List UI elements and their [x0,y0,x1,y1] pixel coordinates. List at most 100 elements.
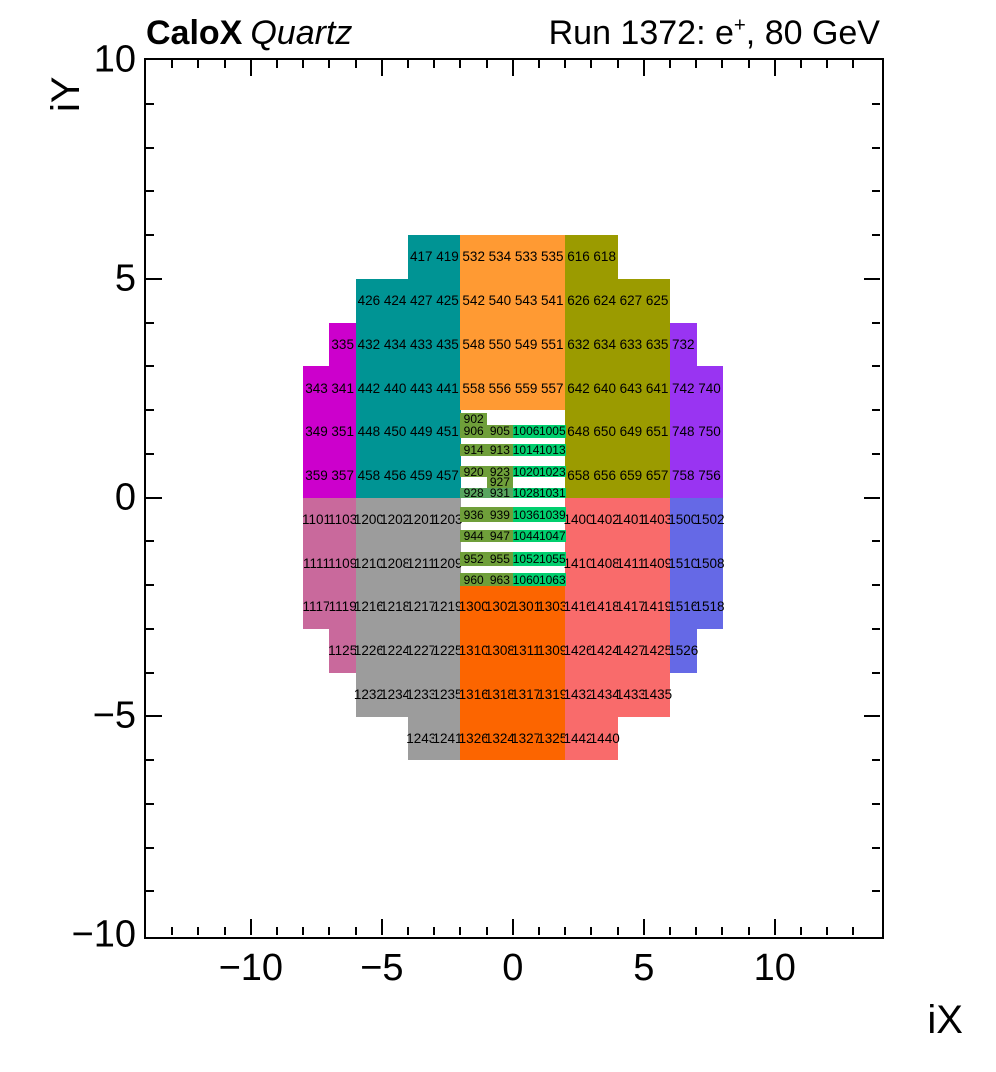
axis-tick [302,927,305,935]
calo-cell: 624 [591,278,618,323]
axis-tick [146,190,154,193]
calo-cell: 1117 [302,585,331,630]
calo-cell: 1101 [302,497,331,542]
calo-cell: 1219 [432,585,463,630]
calo-cell: 1419 [642,585,672,630]
calo-cell: 1125 [328,628,357,673]
axis-tick [407,60,409,68]
calo-cell: 1203 [432,497,463,542]
axis-tick [616,927,619,935]
calo-cell: 448 [355,410,383,455]
calo-cell: 549 [512,322,540,367]
calo-cell-fine: 1036 [512,507,540,523]
y-tick-label: 10 [93,38,136,81]
calo-cell: 458 [355,453,383,498]
calo-cell: 351 [329,410,356,455]
calo-cell: 457 [434,453,461,498]
calo-cell: 1208 [380,541,410,586]
axis-tick [146,540,154,543]
calo-cell: 1440 [590,716,620,761]
calo-cell-fine: 960 [460,573,487,587]
axis-tick [863,715,880,718]
calo-cell: 1241 [432,716,463,761]
calo-cell: 1418 [590,585,620,630]
calo-cell: 341 [329,366,356,411]
calo-cell: 1243 [406,716,436,761]
y-axis-title: iY [44,76,88,112]
calo-cell-fine: 913 [486,443,514,456]
calo-cell: 1325 [537,716,567,761]
axis-tick [146,409,154,411]
calo-cell: 758 [670,453,697,498]
calo-cell-fine: 902 [460,412,487,426]
calo-cell: 424 [381,278,409,323]
axis-tick [871,102,880,105]
calo-cell-fine: 927 [486,476,514,488]
x-tick-label: −5 [360,947,404,989]
calo-cell: 1508 [694,541,725,586]
calo-cell: 1417 [616,585,646,630]
calo-cell: 1410 [563,541,594,586]
calo-cell: 1216 [354,585,384,630]
axis-tick [223,927,226,935]
calo-cell: 635 [643,322,671,367]
calo-cell: 1425 [642,628,672,673]
x-tick-label: −10 [218,947,284,989]
calo-cell: 658 [565,453,592,498]
axis-tick [590,927,593,935]
axis-tick [146,759,154,761]
calo-cell: 1408 [590,541,620,586]
calo-cell: 1316 [459,672,489,717]
calo-cell: 649 [617,410,645,455]
calo-cell-fine: 1063 [538,572,566,587]
calo-cell: 1217 [406,585,436,630]
calo-cell: 1235 [432,672,463,717]
calo-cell: 540 [486,278,514,323]
axis-tick [459,927,462,935]
axis-tick [747,927,750,935]
calo-cell: 1433 [616,672,646,717]
experiment-name: CaloX [146,14,243,52]
calo-cell-fine: 955 [486,552,514,566]
calo-cell: 1432 [563,672,594,717]
axis-tick [146,890,154,893]
axis-tick [826,927,829,935]
axis-tick [564,927,567,935]
calo-cell: 541 [539,278,566,323]
axis-tick [871,452,880,455]
calo-cell: 335 [329,322,356,367]
axis-tick [852,60,855,68]
axis-tick [197,60,200,68]
calo-cell-fine: 1060 [512,572,540,587]
calo-cell-fine: 920 [460,465,487,477]
axis-tick [276,60,278,68]
calo-cell: 442 [355,366,383,411]
calo-cell: 1403 [642,497,672,542]
experiment-title: CaloX Quartz [146,14,352,53]
axis-tick [146,715,162,718]
calo-cell-fine: 905 [486,424,514,438]
calo-cell: 1210 [354,541,384,586]
calo-cell: 558 [460,366,487,411]
calo-cell: 742 [670,366,697,411]
axis-tick [328,60,331,68]
calo-cell: 550 [486,322,514,367]
calo-cell: 557 [539,366,566,411]
calo-cell: 659 [617,453,645,498]
axis-tick [871,627,880,630]
axis-tick [146,627,154,630]
axis-tick [871,584,880,586]
calo-cell-fine: 963 [486,573,514,587]
calo-cell-fine: 1023 [538,464,566,479]
calo-cell: 1303 [537,585,567,630]
calo-cell: 625 [643,278,671,323]
calo-cell: 432 [355,322,383,367]
axis-tick [302,60,305,68]
axis-tick [249,60,252,76]
calo-cell: 1317 [511,672,541,717]
axis-tick [146,365,154,368]
calo-cell: 542 [460,278,487,323]
calo-cell: 748 [670,410,697,455]
calo-cell: 1309 [537,628,567,673]
